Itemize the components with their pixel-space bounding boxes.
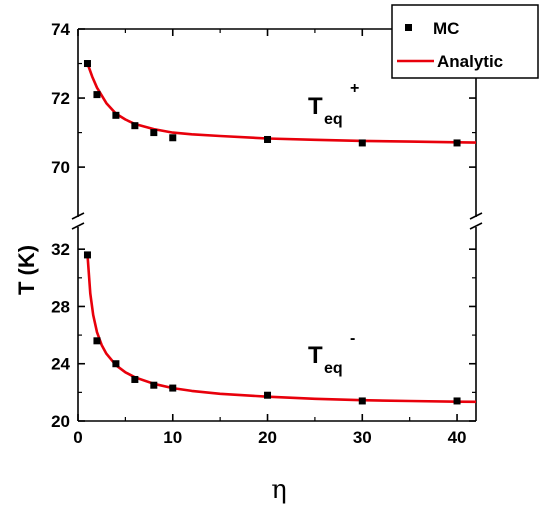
y-tick-label: 32 [51,240,70,259]
annotation-lower-sup: - [350,330,355,347]
axis-break-mark [71,212,85,220]
mc-point-lower [358,397,366,405]
mc-point-lower [93,337,101,345]
mc-point-upper [358,139,366,147]
mc-point-lower [150,381,158,389]
axis-break-mark [469,212,483,220]
tick-labels: 0 10 20 30 40 70 72 74 20 24 28 32 [51,20,466,447]
y-tick-label: 20 [51,412,70,431]
mc-point-lower [453,397,461,405]
x-axis-label: η [271,475,287,505]
annotation-lower-sub: eq [324,360,343,377]
mc-point-lower [131,375,139,383]
legend-mc-symbol [405,24,412,31]
plot-frame [71,28,483,422]
y-tick-label: 72 [51,89,70,108]
mc-point-lower [264,391,272,399]
annotation-upper-sup: + [350,80,359,97]
mc-point-lower [169,384,177,392]
y-axis-label: T (K) [14,245,39,295]
x-tick-label: 30 [353,428,372,447]
legend: MC Analytic [391,4,539,79]
axis-break-mark [469,222,483,230]
axis-ticks [77,28,476,422]
analytic-curves [86,63,477,404]
mc-point-upper [93,91,101,99]
y-tick-label: 24 [51,355,70,374]
y-tick-label: 28 [51,297,70,316]
annotation-t-eq-plus: T eq + [308,80,359,128]
y-tick-label: 74 [51,20,70,39]
x-tick-label: 20 [258,428,277,447]
mc-point-upper [150,129,158,137]
annotation-upper-sub: eq [324,111,343,128]
mc-point-upper [83,60,91,68]
mc-point-upper [131,122,139,130]
x-tick-label: 40 [448,428,467,447]
mc-point-upper [169,134,177,142]
mc-point-lower [83,251,91,259]
mc-markers [83,60,461,405]
legend-mc-label: MC [433,19,459,38]
mc-point-upper [264,135,272,143]
legend-box [391,4,539,79]
analytic-curve-lower [86,254,477,404]
mc-point-lower [112,360,120,368]
axis-break-mark [71,222,85,230]
y-tick-label: 70 [51,158,70,177]
mc-point-upper [453,139,461,147]
legend-analytic-label: Analytic [437,52,503,71]
annotation-t-eq-minus: T eq - [308,330,355,377]
x-tick-label: 10 [163,428,182,447]
analytic-curve-upper [86,63,477,144]
mc-point-upper [112,111,120,119]
annotation-upper-main: T [308,93,323,120]
x-tick-label: 0 [73,428,82,447]
annotation-lower-main: T [308,342,323,369]
